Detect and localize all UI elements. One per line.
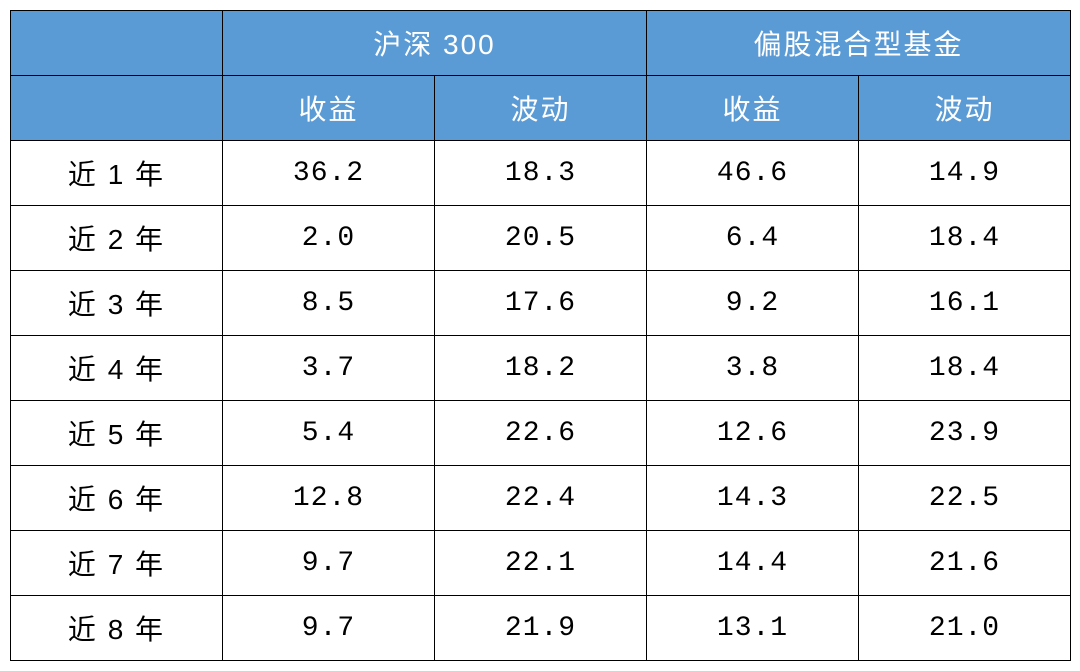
row-label: 近 3 年: [11, 271, 223, 336]
cell: 18.3: [435, 141, 647, 206]
cell: 18.2: [435, 336, 647, 401]
table-row: 近 6 年 12.8 22.4 14.3 22.5: [11, 466, 1071, 531]
subheader-2: 收益: [647, 76, 859, 141]
subheader-0: 收益: [223, 76, 435, 141]
cell: 23.9: [859, 401, 1071, 466]
cell: 18.4: [859, 206, 1071, 271]
cell: 5.4: [223, 401, 435, 466]
cell: 17.6: [435, 271, 647, 336]
cell: 8.5: [223, 271, 435, 336]
subheader-3: 波动: [859, 76, 1071, 141]
cell: 20.5: [435, 206, 647, 271]
cell: 14.4: [647, 531, 859, 596]
header-blank-2: [11, 76, 223, 141]
header-blank-1: [11, 11, 223, 76]
table-row: 近 2 年 2.0 20.5 6.4 18.4: [11, 206, 1071, 271]
group-header-0: 沪深 300: [223, 11, 647, 76]
row-label: 近 7 年: [11, 531, 223, 596]
table-row: 近 8 年 9.7 21.9 13.1 21.0: [11, 596, 1071, 661]
cell: 21.6: [859, 531, 1071, 596]
header-row-groups: 沪深 300 偏股混合型基金: [11, 11, 1071, 76]
cell: 12.8: [223, 466, 435, 531]
cell: 18.4: [859, 336, 1071, 401]
row-label: 近 6 年: [11, 466, 223, 531]
cell: 16.1: [859, 271, 1071, 336]
row-label: 近 4 年: [11, 336, 223, 401]
comparison-table: 沪深 300 偏股混合型基金 收益 波动 收益 波动 近 1 年 36.2 18…: [10, 10, 1071, 661]
cell: 3.7: [223, 336, 435, 401]
header-row-sub: 收益 波动 收益 波动: [11, 76, 1071, 141]
cell: 14.9: [859, 141, 1071, 206]
group-header-1: 偏股混合型基金: [647, 11, 1071, 76]
table-body: 近 1 年 36.2 18.3 46.6 14.9 近 2 年 2.0 20.5…: [11, 141, 1071, 661]
cell: 21.9: [435, 596, 647, 661]
row-label: 近 2 年: [11, 206, 223, 271]
table-row: 近 4 年 3.7 18.2 3.8 18.4: [11, 336, 1071, 401]
row-label: 近 5 年: [11, 401, 223, 466]
cell: 6.4: [647, 206, 859, 271]
cell: 14.3: [647, 466, 859, 531]
cell: 9.7: [223, 531, 435, 596]
cell: 36.2: [223, 141, 435, 206]
cell: 9.2: [647, 271, 859, 336]
subheader-1: 波动: [435, 76, 647, 141]
cell: 22.6: [435, 401, 647, 466]
cell: 22.1: [435, 531, 647, 596]
cell: 46.6: [647, 141, 859, 206]
cell: 9.7: [223, 596, 435, 661]
cell: 21.0: [859, 596, 1071, 661]
row-label: 近 8 年: [11, 596, 223, 661]
table-row: 近 7 年 9.7 22.1 14.4 21.6: [11, 531, 1071, 596]
cell: 22.5: [859, 466, 1071, 531]
cell: 2.0: [223, 206, 435, 271]
table-row: 近 3 年 8.5 17.6 9.2 16.1: [11, 271, 1071, 336]
cell: 3.8: [647, 336, 859, 401]
cell: 12.6: [647, 401, 859, 466]
cell: 22.4: [435, 466, 647, 531]
row-label: 近 1 年: [11, 141, 223, 206]
table-row: 近 1 年 36.2 18.3 46.6 14.9: [11, 141, 1071, 206]
table-row: 近 5 年 5.4 22.6 12.6 23.9: [11, 401, 1071, 466]
cell: 13.1: [647, 596, 859, 661]
